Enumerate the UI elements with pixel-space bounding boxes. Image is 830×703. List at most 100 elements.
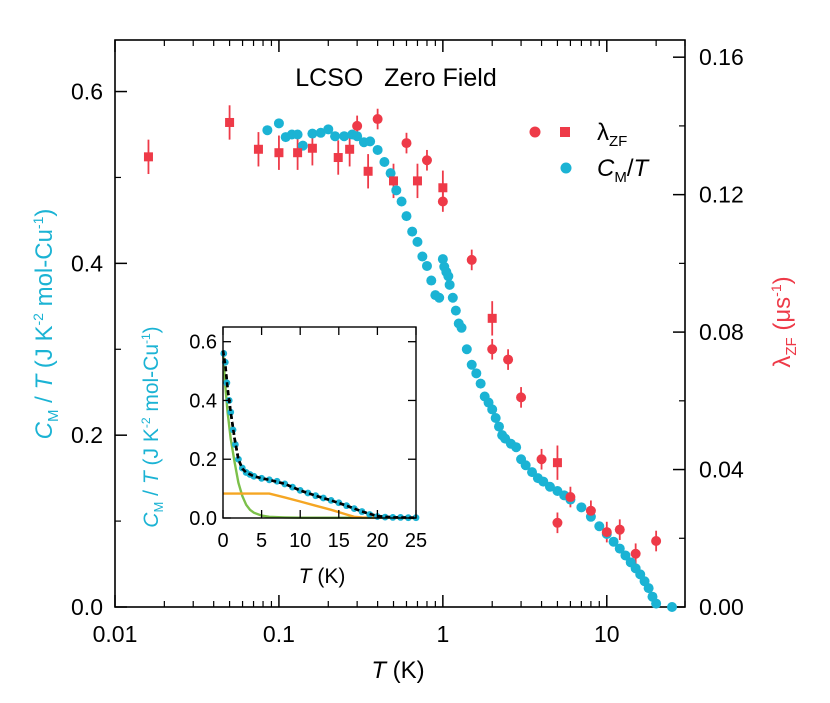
cm-point — [444, 279, 455, 290]
cm-point — [273, 118, 284, 129]
y-tick-label: 0.6 — [71, 79, 103, 105]
cm-point — [434, 292, 445, 303]
y2-tick-label: 0.12 — [699, 182, 744, 208]
lambda-circle-point — [487, 344, 498, 355]
legend: λZF CM/T — [529, 119, 651, 186]
y2-tick-label: 0.00 — [699, 594, 744, 620]
inset-x-tick-label: 10 — [289, 530, 311, 552]
inset-x-tick-label: 25 — [405, 530, 427, 552]
lambda-square-point — [274, 148, 284, 158]
cm-point — [471, 368, 482, 379]
cm-point — [493, 421, 504, 432]
inset-y-tick-label: 0.6 — [189, 332, 217, 354]
inset-x-axis-label: T (K) — [299, 565, 346, 588]
inset-ticks — [222, 327, 417, 519]
cm-point — [643, 583, 654, 594]
y-axis-label: CM / T (J K-2 mol-Cu-1) — [30, 209, 62, 440]
legend-cm-marker — [560, 162, 572, 174]
inset-data-points — [220, 350, 420, 522]
main-ticks — [114, 40, 686, 608]
inset-point — [273, 477, 281, 485]
inset-y-tick-label: 0.0 — [189, 508, 217, 530]
x-axis-label-variable: T — [371, 657, 388, 684]
cm-point — [520, 460, 531, 471]
lambda-circle-point — [516, 392, 527, 403]
lambda-square-point — [333, 153, 343, 163]
cm-point — [315, 127, 326, 138]
cm-point — [511, 442, 522, 453]
inset-y-axis-label: CM / T (J K-2 mol-Cu-1) — [139, 326, 166, 527]
lambda-square-point — [363, 166, 373, 176]
lambda-circle-point — [421, 155, 432, 166]
lambda-circle-point — [565, 492, 576, 503]
cm-point — [421, 260, 432, 271]
cm-point — [594, 521, 605, 532]
cm-point — [456, 322, 467, 333]
cm-over-t-series — [262, 118, 678, 612]
inset-x-axis-label-unit: (K) — [312, 565, 346, 588]
inset-x-tick-label: 15 — [328, 530, 350, 552]
cm-point — [461, 344, 472, 355]
lambda-circle-point — [401, 138, 412, 149]
cm-point — [417, 251, 428, 262]
y-tick-label: 0.0 — [71, 594, 103, 620]
lambda-square-point — [345, 144, 355, 154]
lambda-circle-point — [466, 254, 477, 265]
lambda-square-point — [307, 143, 317, 153]
lambda-circle-point — [536, 454, 547, 465]
inset-x-tick-label: 5 — [256, 530, 267, 552]
lambda-circle-point — [372, 114, 383, 125]
cm-point — [475, 378, 486, 389]
inset-y-axis-label-text: CM / T (J K-2 mol-Cu-1) — [139, 326, 166, 527]
cm-point — [323, 124, 334, 135]
lambda-zf-series — [143, 114, 662, 559]
main-x-tick-labels: 0.01 0.1 1 10 — [93, 621, 620, 647]
lambda-square-point — [293, 148, 303, 158]
cm-point — [608, 536, 619, 547]
y2-axis-label-text: λZF (μs-1) — [768, 276, 800, 367]
lambda-circle-point — [352, 120, 363, 131]
cm-point — [339, 131, 350, 142]
main-y-tick-labels: 0.0 0.2 0.4 0.6 — [71, 79, 103, 620]
y2-tick-label: 0.08 — [699, 319, 744, 345]
cm-point — [391, 185, 402, 196]
cm-point — [297, 140, 308, 151]
lambda-square-point — [412, 176, 422, 186]
y2-axis-label: λZF (μs-1) — [768, 276, 800, 367]
y-axis-label-text: CM / T (J K-2 mol-Cu-1) — [30, 209, 62, 440]
cm-point — [614, 543, 625, 554]
cm-point — [401, 211, 412, 222]
x-axis-label: T (K) — [371, 657, 424, 684]
lambda-square-point — [389, 176, 399, 186]
x-tick-label: 10 — [594, 621, 620, 647]
lambda-square-point — [253, 144, 263, 154]
lambda-circle-point — [585, 505, 596, 516]
lambda-circle-point — [503, 354, 514, 365]
cm-point — [667, 602, 678, 612]
lambda-square-point — [438, 183, 448, 193]
inset-x-tick-label: 0 — [217, 530, 228, 552]
y2-tick-label: 0.16 — [699, 44, 744, 70]
inset-y-tick-label: 0.2 — [189, 449, 217, 471]
x-axis-label-unit: (K) — [386, 657, 425, 684]
cm-point — [447, 292, 458, 303]
legend-lambda-label: λZF — [597, 119, 627, 150]
cm-point — [396, 196, 407, 207]
lambda-square-point — [552, 458, 562, 468]
inset-point — [381, 513, 389, 521]
cm-point — [426, 275, 437, 286]
inset-y-tick-labels: 0.0 0.2 0.4 0.6 — [189, 332, 217, 530]
legend-cm-label: CM/T — [597, 155, 651, 186]
lambda-circle-point — [601, 527, 612, 538]
cm-point — [412, 236, 423, 247]
inset-x-tick-label: 20 — [366, 530, 388, 552]
cm-point — [544, 481, 555, 492]
lambda-square-point — [487, 313, 497, 323]
lambda-circle-point — [630, 548, 641, 559]
inset-point — [227, 408, 235, 416]
x-tick-label: 1 — [436, 621, 449, 647]
inset-y-tick-label: 0.4 — [189, 390, 217, 412]
cm-point — [651, 598, 662, 609]
inset-x-tick-labels: 0 5 10 15 20 25 — [217, 530, 427, 552]
